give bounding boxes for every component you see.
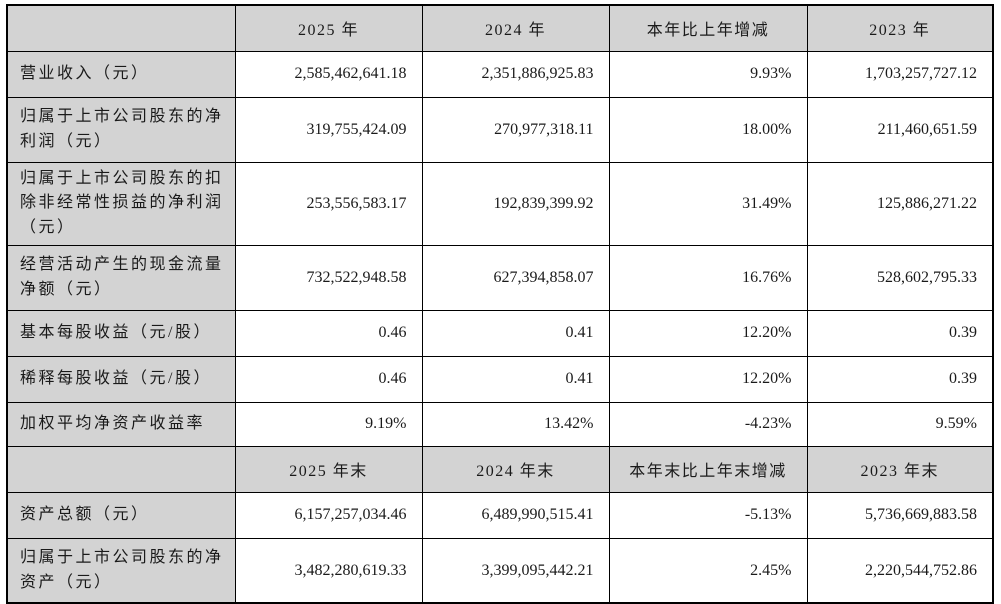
column-header-yearend-change: 本年末比上年末增减 <box>608 445 808 493</box>
cell-value: 6,489,990,515.41 <box>421 491 610 539</box>
cell-value: 18.00% <box>608 96 808 163</box>
cell-value: 0.41 <box>421 355 610 403</box>
column-header-2024-end: 2024 年末 <box>421 445 610 493</box>
cell-value: 5,736,669,883.58 <box>806 491 994 539</box>
cell-value: 6,157,257,034.46 <box>234 491 423 539</box>
year-end-header-row: 2025 年末 2024 年末 本年末比上年末增减 2023 年末 <box>6 445 994 493</box>
cell-value: 2.45% <box>608 537 808 604</box>
annual-header-row: 2025 年 2024 年 本年比上年增减 2023 年 <box>6 4 994 52</box>
row-label: 归属于上市公司股东的净资产（元） <box>6 537 236 604</box>
cell-value: 627,394,858.07 <box>421 244 610 311</box>
row-label: 加权平均净资产收益率 <box>6 401 236 447</box>
table-row-net-assets: 归属于上市公司股东的净资产（元） 3,482,280,619.33 3,399,… <box>6 537 994 604</box>
corner-cell <box>6 4 236 52</box>
cell-value: 13.42% <box>421 401 610 447</box>
row-label: 稀释每股收益（元/股） <box>6 355 236 403</box>
cell-value: 9.59% <box>806 401 994 447</box>
cell-value: 211,460,651.59 <box>806 96 994 163</box>
cell-value: 12.20% <box>608 309 808 357</box>
cell-value: 528,602,795.33 <box>806 244 994 311</box>
column-header-2024: 2024 年 <box>421 4 610 52</box>
cell-value: 3,482,280,619.33 <box>234 537 423 604</box>
cell-value: 16.76% <box>608 244 808 311</box>
cell-value: 270,977,318.11 <box>421 96 610 163</box>
cell-value: 732,522,948.58 <box>234 244 423 311</box>
table-row-operating-cash-flow: 经营活动产生的现金流量净额（元） 732,522,948.58 627,394,… <box>6 244 994 311</box>
column-header-2023: 2023 年 <box>806 4 994 52</box>
table-row-net-profit: 归属于上市公司股东的净利润（元） 319,755,424.09 270,977,… <box>6 96 994 163</box>
row-label: 归属于上市公司股东的扣除非经常性损益的净利润（元） <box>6 161 236 246</box>
table-row-diluted-eps: 稀释每股收益（元/股） 0.46 0.41 12.20% 0.39 <box>6 355 994 403</box>
column-header-2025-end: 2025 年末 <box>234 445 423 493</box>
table-row-basic-eps: 基本每股收益（元/股） 0.46 0.41 12.20% 0.39 <box>6 309 994 357</box>
table-row-total-assets: 资产总额（元） 6,157,257,034.46 6,489,990,515.4… <box>6 491 994 539</box>
row-label: 基本每股收益（元/股） <box>6 309 236 357</box>
cell-value: -5.13% <box>608 491 808 539</box>
cell-value: 9.93% <box>608 50 808 98</box>
cell-value: 253,556,583.17 <box>234 161 423 246</box>
cell-value: 31.49% <box>608 161 808 246</box>
cell-value: 2,585,462,641.18 <box>234 50 423 98</box>
table-row-revenue: 营业收入（元） 2,585,462,641.18 2,351,886,925.8… <box>6 50 994 98</box>
table-row-net-profit-excl-nonrecurring: 归属于上市公司股东的扣除非经常性损益的净利润（元） 253,556,583.17… <box>6 161 994 246</box>
cell-value: 0.39 <box>806 309 994 357</box>
cell-value: 0.39 <box>806 355 994 403</box>
cell-value: 319,755,424.09 <box>234 96 423 163</box>
cell-value: 0.46 <box>234 355 423 403</box>
cell-value: 125,886,271.22 <box>806 161 994 246</box>
cell-value: 3,399,095,442.21 <box>421 537 610 604</box>
financial-summary-table: 2025 年 2024 年 本年比上年增减 2023 年 营业收入（元） 2,5… <box>6 4 994 604</box>
cell-value: 2,220,544,752.86 <box>806 537 994 604</box>
cell-value: 192,839,399.92 <box>421 161 610 246</box>
table-row-weighted-avg-roe: 加权平均净资产收益率 9.19% 13.42% -4.23% 9.59% <box>6 401 994 447</box>
row-label: 经营活动产生的现金流量净额（元） <box>6 244 236 311</box>
cell-value: 0.46 <box>234 309 423 357</box>
corner-cell <box>6 445 236 493</box>
column-header-2023-end: 2023 年末 <box>806 445 994 493</box>
cell-value: 0.41 <box>421 309 610 357</box>
row-label: 资产总额（元） <box>6 491 236 539</box>
row-label: 归属于上市公司股东的净利润（元） <box>6 96 236 163</box>
cell-value: 2,351,886,925.83 <box>421 50 610 98</box>
cell-value: -4.23% <box>608 401 808 447</box>
row-label: 营业收入（元） <box>6 50 236 98</box>
column-header-2025: 2025 年 <box>234 4 423 52</box>
cell-value: 9.19% <box>234 401 423 447</box>
cell-value: 12.20% <box>608 355 808 403</box>
cell-value: 1,703,257,727.12 <box>806 50 994 98</box>
column-header-yoy-change: 本年比上年增减 <box>608 4 808 52</box>
